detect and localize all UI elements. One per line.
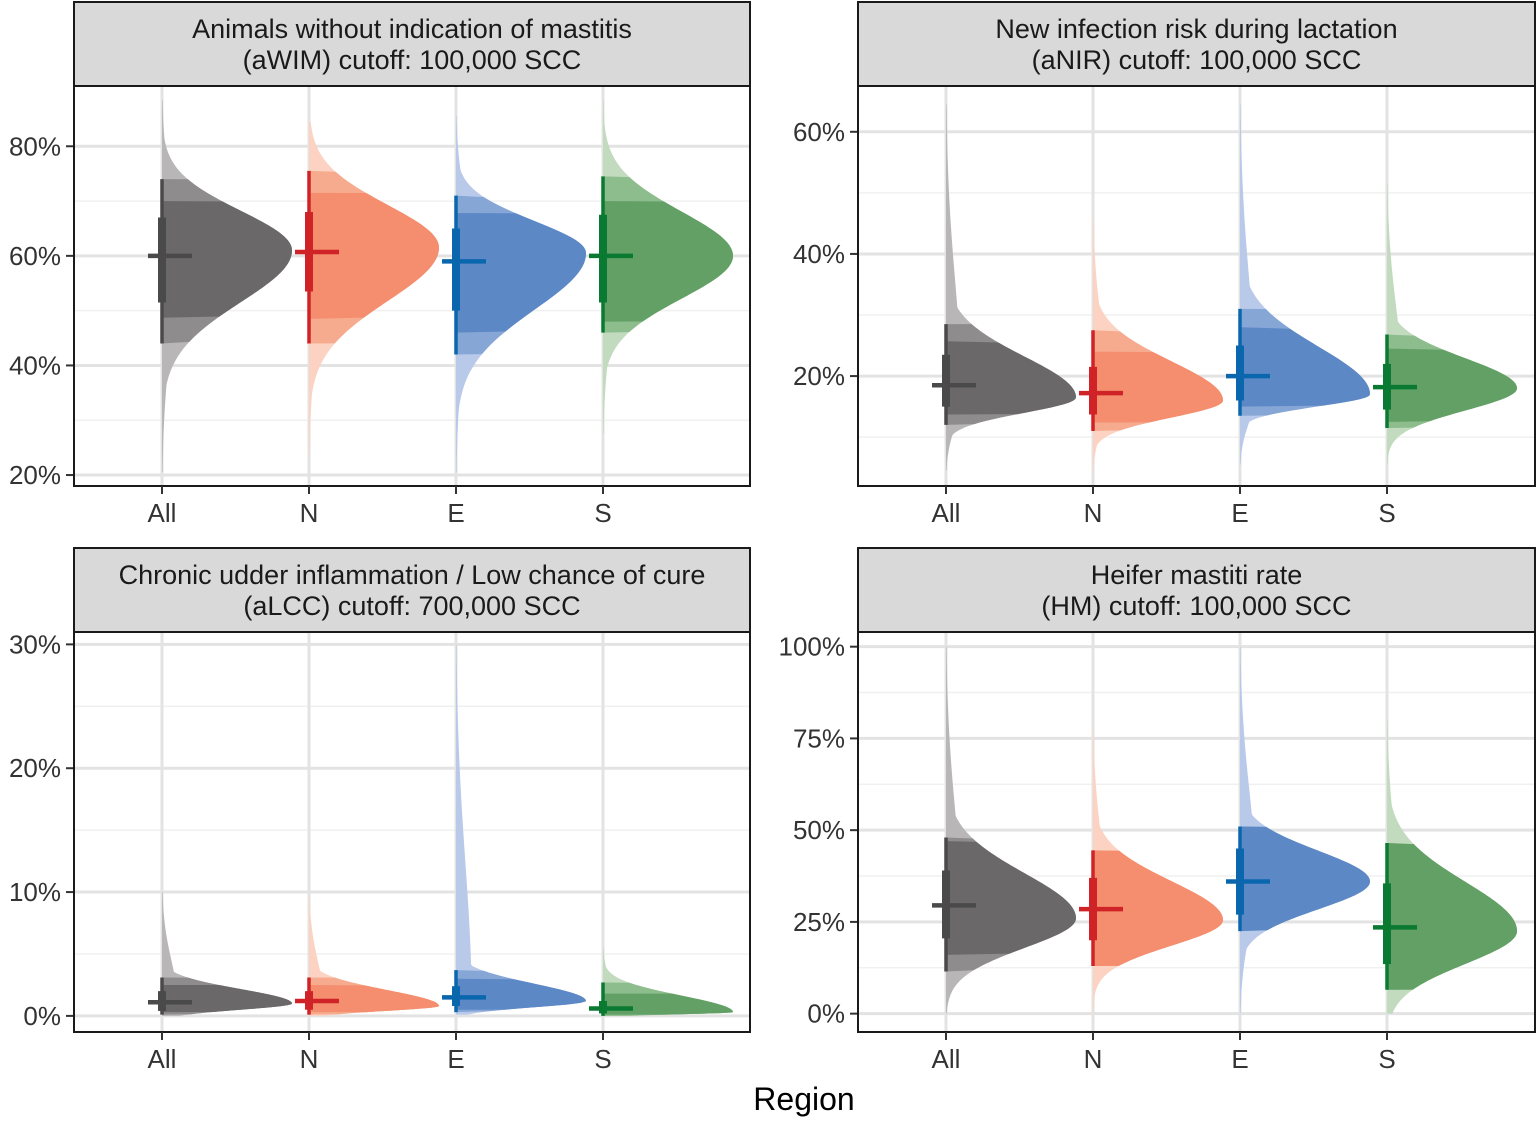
distribution-E bbox=[1226, 646, 1370, 1014]
y-tick-label: 30% bbox=[9, 629, 61, 659]
density-band-80 bbox=[309, 192, 439, 319]
distribution-All bbox=[932, 646, 1076, 1014]
panel-title-line1: Animals without indication of mastitis bbox=[192, 14, 632, 44]
x-tick-label: S bbox=[1378, 1044, 1395, 1074]
y-tick-label: 50% bbox=[793, 815, 845, 845]
panel-strip bbox=[73, 1, 751, 87]
density-band-80 bbox=[1093, 351, 1223, 423]
distribution-S bbox=[1373, 720, 1517, 1014]
x-tick-label: S bbox=[1378, 498, 1395, 528]
density-band-80 bbox=[946, 841, 1076, 955]
panel-strip bbox=[73, 547, 751, 633]
plot-border bbox=[73, 85, 751, 487]
x-tick-label: S bbox=[594, 498, 611, 528]
x-tick-label: E bbox=[447, 1044, 464, 1074]
distribution-E bbox=[442, 116, 586, 473]
panel-2: New infection risk during lactation(aNIR… bbox=[793, 1, 1536, 528]
distribution-N bbox=[295, 895, 439, 1016]
y-tick-label: 40% bbox=[793, 239, 845, 269]
distribution-N bbox=[295, 121, 439, 456]
density-band-80 bbox=[603, 201, 733, 322]
panel-3: Chronic udder inflammation / Low chance … bbox=[9, 547, 751, 1074]
density-band-80 bbox=[1387, 348, 1517, 422]
panel-strip bbox=[857, 547, 1536, 633]
panel-title-line1: Heifer mastiti rate bbox=[1091, 560, 1303, 590]
distribution-S bbox=[589, 99, 733, 434]
x-tick-label: All bbox=[148, 498, 177, 528]
density-band-80 bbox=[456, 978, 586, 1010]
y-tick-label: 40% bbox=[9, 350, 61, 380]
panel-title-line2: (aLCC) cutoff: 700,000 SCC bbox=[243, 591, 580, 621]
density-band-80 bbox=[1387, 843, 1517, 990]
x-tick-label: N bbox=[300, 498, 319, 528]
distribution-S bbox=[589, 947, 733, 1016]
y-tick-label: 75% bbox=[793, 723, 845, 753]
distribution-N bbox=[1079, 729, 1223, 1014]
x-tick-label: N bbox=[300, 1044, 319, 1074]
x-tick-label: All bbox=[932, 1044, 961, 1074]
distribution-All bbox=[932, 104, 1076, 471]
distribution-N bbox=[1079, 217, 1223, 471]
x-tick-label: E bbox=[1231, 1044, 1248, 1074]
panel-title-line2: (aNIR) cutoff: 100,000 SCC bbox=[1032, 45, 1362, 75]
plot-border bbox=[73, 631, 751, 1033]
panel-title-line2: (aWIM) cutoff: 100,000 SCC bbox=[243, 45, 582, 75]
x-tick-label: N bbox=[1084, 498, 1103, 528]
distribution-S bbox=[1373, 183, 1517, 465]
panel-title-line2: (HM) cutoff: 100,000 SCC bbox=[1041, 591, 1351, 621]
x-tick-label: N bbox=[1084, 1044, 1103, 1074]
x-tick-label: S bbox=[594, 1044, 611, 1074]
plot-border bbox=[857, 631, 1536, 1033]
panel-title-line1: Chronic udder inflammation / Low chance … bbox=[119, 560, 706, 590]
plot-border bbox=[857, 85, 1536, 487]
density-band-80 bbox=[603, 993, 733, 1015]
y-tick-label: 80% bbox=[9, 131, 61, 161]
y-tick-label: 60% bbox=[9, 241, 61, 271]
x-tick-label: All bbox=[932, 498, 961, 528]
x-axis-title: Region bbox=[753, 1081, 854, 1117]
y-tick-label: 10% bbox=[9, 877, 61, 907]
y-tick-label: 20% bbox=[9, 753, 61, 783]
y-tick-label: 20% bbox=[793, 361, 845, 391]
density-band-80 bbox=[1240, 826, 1370, 932]
x-tick-label: E bbox=[447, 498, 464, 528]
y-tick-label: 100% bbox=[779, 632, 846, 662]
density-band-80 bbox=[1240, 327, 1370, 407]
plot-background bbox=[74, 632, 750, 1032]
panel-title-line1: New infection risk during lactation bbox=[995, 14, 1397, 44]
panel-1: Animals without indication of mastitis(a… bbox=[9, 1, 751, 528]
x-tick-label: All bbox=[148, 1044, 177, 1074]
panel-strip bbox=[857, 1, 1536, 87]
density-band-80 bbox=[946, 341, 1076, 415]
density-band-80 bbox=[309, 984, 439, 1013]
x-tick-label: E bbox=[1231, 498, 1248, 528]
distribution-E bbox=[442, 644, 586, 1015]
y-tick-label: 25% bbox=[793, 907, 845, 937]
density-band-80 bbox=[456, 213, 586, 333]
density-band-80 bbox=[162, 984, 292, 1013]
y-tick-label: 20% bbox=[9, 460, 61, 490]
panel-4: Heifer mastiti rate(HM) cutoff: 100,000 … bbox=[779, 547, 1536, 1074]
density-band-80 bbox=[1093, 850, 1223, 966]
y-tick-label: 0% bbox=[23, 1001, 61, 1031]
density-band-80 bbox=[162, 201, 292, 318]
y-tick-label: 60% bbox=[793, 117, 845, 147]
distribution-All bbox=[148, 892, 292, 1016]
y-tick-label: 0% bbox=[807, 999, 845, 1029]
distribution-All bbox=[148, 99, 292, 473]
distribution-E bbox=[1226, 104, 1370, 465]
